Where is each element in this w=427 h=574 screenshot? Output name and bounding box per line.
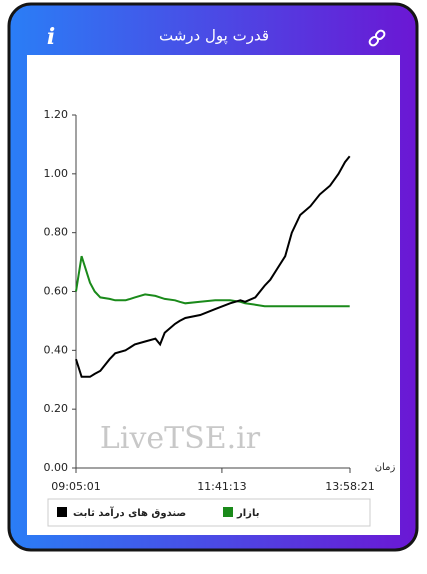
- x-tick-label: 13:58:21: [325, 480, 374, 493]
- x-tick-label: 09:05:01: [51, 480, 100, 493]
- watermark: LiveTSE.ir: [100, 421, 261, 456]
- series-line: [75, 155, 351, 378]
- legend-swatch: [57, 507, 67, 517]
- link-button[interactable]: [368, 29, 386, 47]
- x-axis-label: زمان: [375, 462, 396, 473]
- info-button[interactable]: i: [47, 24, 55, 50]
- series-line: [75, 255, 350, 308]
- legend-label: بازار: [236, 508, 259, 519]
- y-tick-label: 0.00: [44, 461, 69, 474]
- legend-swatch: [223, 507, 233, 517]
- y-tick-label: 1.00: [44, 167, 69, 180]
- title: قدرت پول درشت: [159, 27, 269, 46]
- legend-box: [47, 498, 371, 527]
- y-tick-label: 1.20: [44, 108, 69, 121]
- y-tick-label: 0.60: [44, 285, 69, 298]
- y-tick-label: 0.80: [44, 226, 69, 239]
- card-body: [27, 55, 400, 535]
- legend-label: صندوق های درآمد ثابت: [73, 506, 186, 519]
- y-tick-label: 0.40: [44, 343, 69, 356]
- x-tick-label: 11:41:13: [197, 480, 246, 493]
- y-tick-label: 0.20: [44, 402, 69, 415]
